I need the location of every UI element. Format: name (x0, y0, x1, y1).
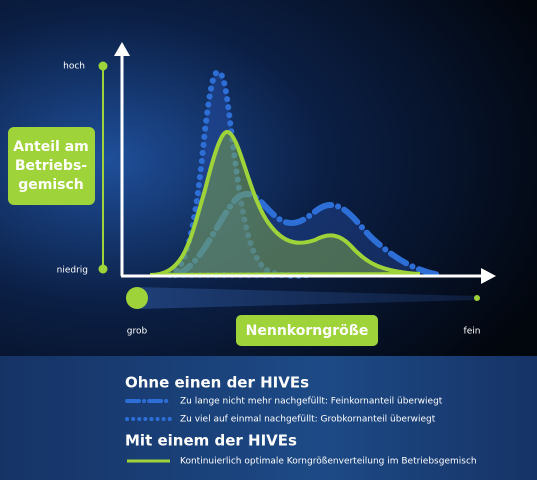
y-title: Anteil am (13, 139, 89, 155)
y-scale-dot (98, 61, 108, 71)
x-title: Nennkorngröße (246, 323, 369, 339)
legend-panel (0, 356, 537, 480)
legend-title: Mit einem der HIVEs (125, 432, 297, 450)
x-arrow (481, 268, 496, 284)
x-scale-taper (137, 287, 477, 309)
x-right: fein (464, 327, 481, 337)
y-low: niedrig (57, 266, 88, 276)
x-scale-dot (474, 295, 480, 301)
legend-item: Zu viel auf einmal nachgefüllt: Grobkorn… (180, 415, 436, 425)
y-title: gemisch (18, 177, 84, 193)
x-scale-dot (126, 287, 148, 309)
optimal-curve (149, 129, 421, 277)
legend-title: Ohne einen der HIVEs (125, 374, 309, 392)
x-left: grob (127, 327, 148, 337)
y-high: hoch (63, 62, 85, 72)
y-scale-dot (98, 264, 108, 274)
legend-item: Kontinuierlich optimale Korngrößenvertei… (180, 457, 477, 467)
y-title-box (8, 127, 95, 205)
y-arrow (114, 42, 130, 56)
x-title-box (236, 315, 378, 346)
legend-item: Zu lange nicht mehr nachgefüllt: Feinkor… (180, 397, 443, 407)
y-title: Betriebs- (15, 158, 87, 174)
